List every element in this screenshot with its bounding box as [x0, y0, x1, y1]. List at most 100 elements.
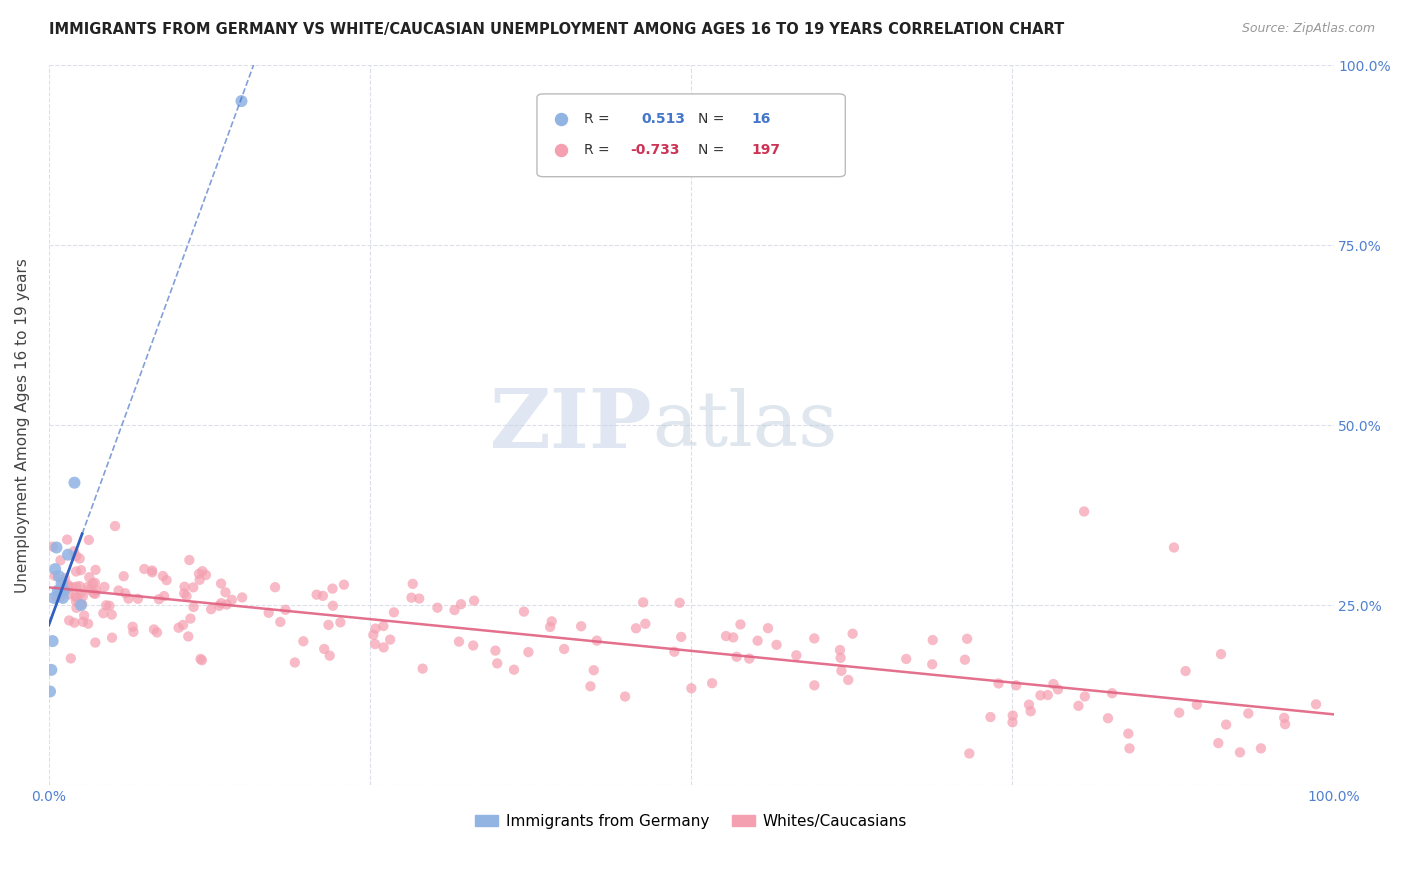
- Point: [173, 580, 195, 594]
- Point: [830, 664, 852, 678]
- Point: [56, 548, 79, 562]
- Point: [104, 519, 127, 533]
- Point: [94, 599, 117, 613]
- Point: [79, 570, 101, 584]
- Point: [896, 652, 918, 666]
- Point: [401, 591, 423, 605]
- Point: [463, 593, 485, 607]
- Point: [484, 643, 506, 657]
- Point: [1237, 706, 1260, 721]
- Point: [209, 596, 232, 610]
- Point: [53, 583, 76, 598]
- Point: [1005, 678, 1028, 692]
- Point: [700, 676, 723, 690]
- Point: [65, 600, 87, 615]
- Point: [953, 653, 976, 667]
- Point: [72, 589, 94, 603]
- Text: Source: ZipAtlas.com: Source: ZipAtlas.com: [1241, 22, 1375, 36]
- Point: [382, 606, 405, 620]
- Point: [167, 621, 190, 635]
- Point: [65, 594, 87, 608]
- Point: [292, 634, 315, 648]
- Point: [756, 621, 779, 635]
- Point: [1036, 688, 1059, 702]
- Point: [179, 553, 201, 567]
- Point: [921, 633, 943, 648]
- Point: [98, 599, 121, 613]
- Point: [142, 623, 165, 637]
- Point: [1097, 711, 1119, 725]
- Point: [84, 587, 107, 601]
- Point: [305, 588, 328, 602]
- Point: [91, 606, 114, 620]
- Point: [264, 580, 287, 594]
- Point: [319, 648, 342, 663]
- Point: [1067, 698, 1090, 713]
- Point: [1168, 706, 1191, 720]
- Point: [56, 577, 79, 591]
- Point: [730, 617, 752, 632]
- Point: [194, 568, 217, 582]
- Point: [209, 576, 232, 591]
- Point: [141, 566, 163, 580]
- Point: [957, 747, 980, 761]
- Point: [59, 651, 82, 665]
- Point: [79, 582, 101, 597]
- Point: [69, 586, 91, 600]
- Point: [1074, 690, 1097, 704]
- Point: [1272, 711, 1295, 725]
- Point: [378, 632, 401, 647]
- Text: R =: R =: [585, 112, 614, 126]
- Point: [1274, 717, 1296, 731]
- Point: [725, 649, 748, 664]
- Point: [540, 615, 562, 629]
- Point: [70, 597, 93, 611]
- Point: [1018, 698, 1040, 712]
- Point: [956, 632, 979, 646]
- Point: [921, 657, 943, 672]
- Text: 16: 16: [752, 112, 770, 126]
- Point: [841, 626, 863, 640]
- Point: [56, 533, 79, 547]
- Point: [1206, 736, 1229, 750]
- Point: [58, 587, 80, 601]
- Point: [179, 611, 201, 625]
- Point: [155, 573, 177, 587]
- Point: [363, 628, 385, 642]
- Point: [450, 597, 472, 611]
- Point: [127, 591, 149, 606]
- Point: [41, 663, 63, 677]
- Point: [550, 112, 572, 127]
- Point: [837, 673, 859, 687]
- Point: [48, 569, 70, 583]
- Text: atlas: atlas: [652, 388, 838, 462]
- Point: [426, 600, 449, 615]
- Point: [1305, 698, 1327, 712]
- Point: [1174, 664, 1197, 678]
- Point: [177, 630, 200, 644]
- Point: [101, 631, 124, 645]
- Point: [333, 577, 356, 591]
- Point: [1185, 698, 1208, 712]
- Point: [1250, 741, 1272, 756]
- Point: [214, 585, 236, 599]
- Point: [114, 586, 136, 600]
- Point: [112, 569, 135, 583]
- Point: [513, 605, 536, 619]
- Point: [631, 595, 654, 609]
- Point: [314, 642, 336, 657]
- Text: IMMIGRANTS FROM GERMANY VS WHITE/CAUCASIAN UNEMPLOYMENT AMONG AGES 16 TO 19 YEAR: IMMIGRANTS FROM GERMANY VS WHITE/CAUCASI…: [49, 22, 1064, 37]
- Point: [77, 580, 100, 594]
- Point: [1001, 715, 1024, 730]
- Text: 0.513: 0.513: [641, 112, 685, 126]
- Point: [63, 615, 86, 630]
- Point: [269, 615, 291, 629]
- Point: [503, 663, 526, 677]
- Point: [60, 580, 83, 594]
- Point: [191, 653, 214, 667]
- Point: [714, 629, 737, 643]
- Point: [231, 591, 253, 605]
- Text: 197: 197: [752, 143, 780, 157]
- Point: [44, 562, 66, 576]
- Point: [284, 656, 307, 670]
